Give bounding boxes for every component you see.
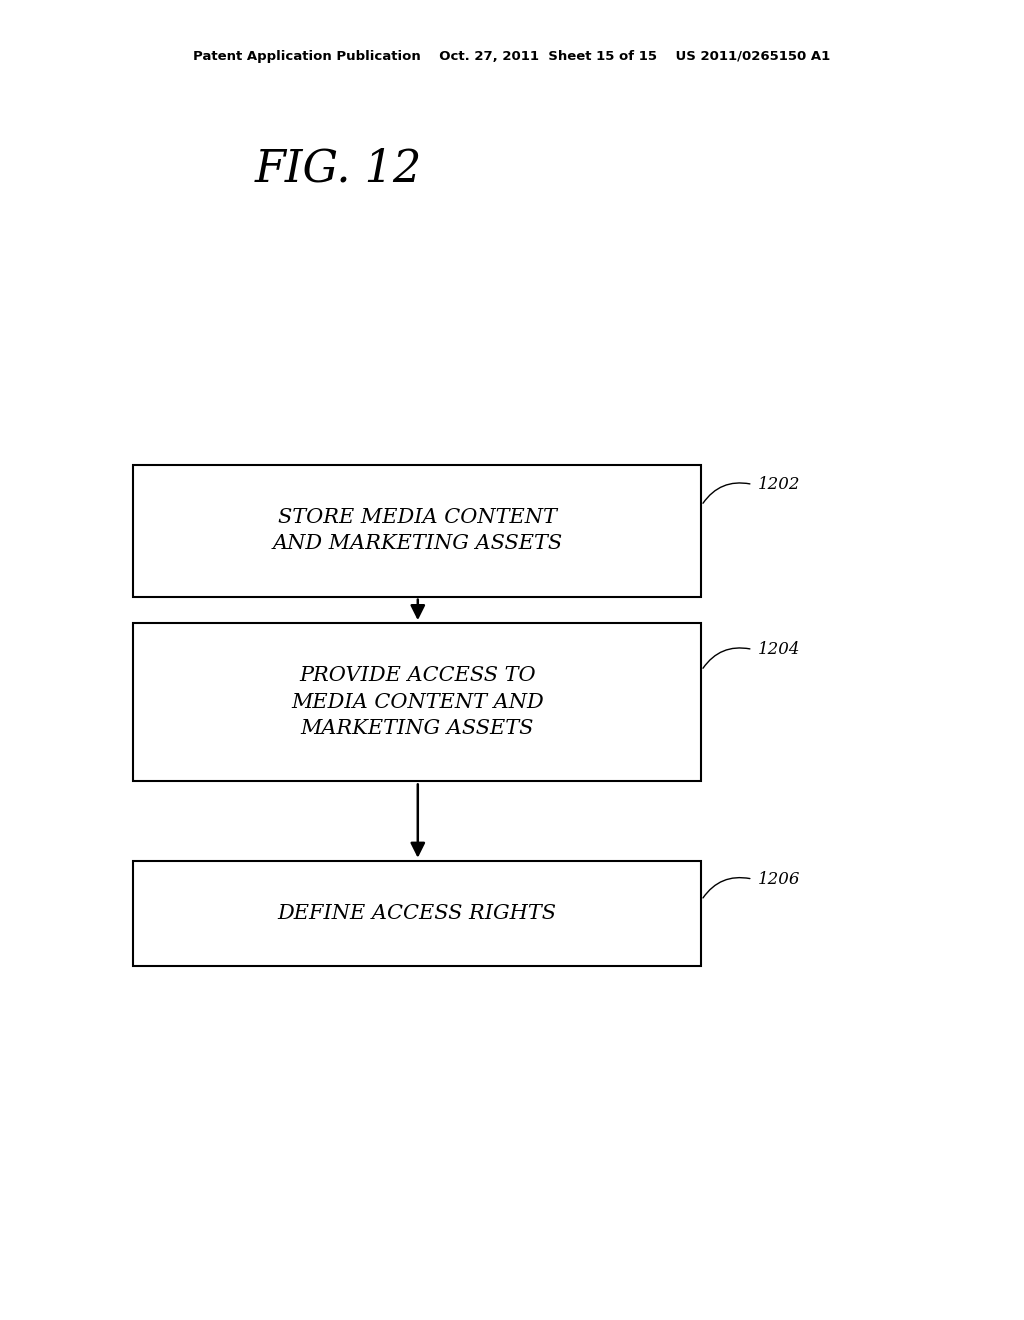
Text: Patent Application Publication    Oct. 27, 2011  Sheet 15 of 15    US 2011/02651: Patent Application Publication Oct. 27, …: [194, 50, 830, 63]
Text: FIG. 12: FIG. 12: [254, 148, 422, 190]
Text: 1206: 1206: [758, 871, 801, 887]
Text: 1202: 1202: [758, 477, 801, 492]
Text: STORE MEDIA CONTENT
AND MARKETING ASSETS: STORE MEDIA CONTENT AND MARKETING ASSETS: [272, 508, 562, 553]
Text: DEFINE ACCESS RIGHTS: DEFINE ACCESS RIGHTS: [278, 904, 557, 923]
Text: PROVIDE ACCESS TO
MEDIA CONTENT AND
MARKETING ASSETS: PROVIDE ACCESS TO MEDIA CONTENT AND MARK…: [291, 667, 544, 738]
Bar: [133, 465, 701, 597]
Bar: [133, 623, 701, 781]
Text: 1204: 1204: [758, 642, 801, 657]
Bar: [133, 861, 701, 966]
